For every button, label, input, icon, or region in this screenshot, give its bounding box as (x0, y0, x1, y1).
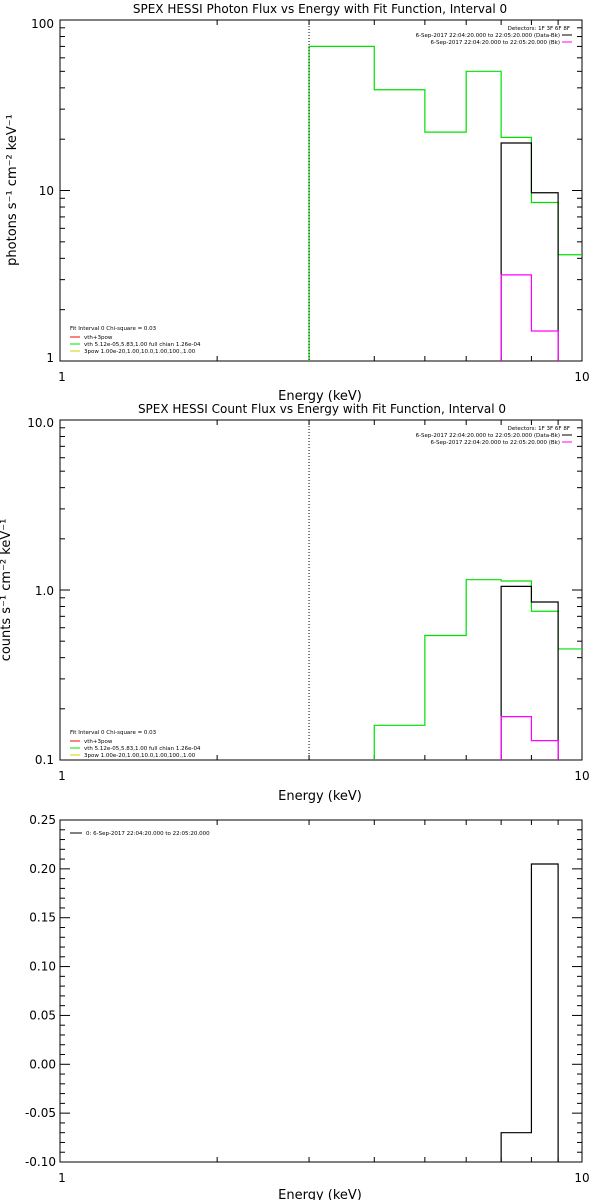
y-tick-label-1: 1.0 (35, 584, 54, 598)
x-tick-label-10: 10 (574, 769, 589, 783)
top-right-legend: Detectors: 1F 3F 6F 8F 6-Sep-2017 22:04:… (416, 426, 572, 446)
series-0-line (500, 863, 559, 1162)
series-0-line (308, 45, 582, 361)
plot-frame (59, 419, 583, 761)
plot-frame (59, 19, 583, 362)
series-group (373, 579, 582, 760)
y-tick-label-100: 100 (31, 17, 54, 31)
series-1-line (500, 142, 559, 361)
photon-flux-panel: SPEX HESSI Photon Flux vs Energy with Fi… (5, 2, 590, 404)
y-axis-label: counts s⁻¹ cm⁻² keV⁻¹ (0, 519, 14, 662)
panel-title: SPEX HESSI Count Flux vs Energy with Fit… (138, 402, 506, 416)
y-tick-labels: -0.10 -0.05 0.00 0.05 0.10 0.15 0.20 0.25 (25, 813, 56, 1169)
y-tick-label-0.1: 0.1 (35, 753, 54, 767)
y-tick-label-1: 1 (46, 351, 54, 365)
fit-total-label: vth+3pow (84, 739, 113, 745)
x-axis-label: Energy (keV) (278, 1188, 362, 1200)
y-tick-label: 0.25 (29, 813, 56, 827)
top-right-legend: Detectors: 1F 3F 6F 8F 6-Sep-2017 22:04:… (416, 26, 572, 46)
axis-ticks (59, 19, 583, 362)
y-tick-label: -0.10 (25, 1155, 56, 1169)
y-tick-label: 0.00 (29, 1057, 56, 1071)
y-tick-label: 0.05 (29, 1008, 56, 1022)
y-tick-label: 0.10 (29, 960, 56, 974)
panel-title: SPEX HESSI Photon Flux vs Energy with Fi… (133, 2, 507, 16)
fit-legend-header: Fit Interval 0 Chi-square = 0.03 (70, 730, 157, 736)
series-group (308, 45, 582, 361)
residual-panel: 1 10 -0.10-0.050.000.050.100.150.200.25 … (25, 813, 590, 1200)
x-tick-label-1: 1 (58, 370, 66, 384)
fit-legend: Fit Interval 0 Chi-square = 0.03 vth+3po… (70, 730, 201, 759)
fit-pow-label: 3pow 1.00e-20,1.00,10.0,1.00,100.,1.00 (84, 349, 196, 355)
fit-legend: Fit Interval 0 Chi-square = 0.03 vth+3po… (70, 326, 201, 355)
legend-bk: 6-Sep-2017 22:04:20.000 to 22:05:20.000 … (431, 440, 561, 446)
y-tick-label: 0.15 (29, 911, 56, 925)
legend-data-bk: 6-Sep-2017 22:04:20.000 to 22:05:20.000 … (416, 33, 560, 39)
fit-vth-label: vth 5.12e-05,5.83,1.00 full chian 1.26e-… (84, 746, 201, 752)
fit-total-label: vth+3pow (84, 335, 113, 341)
x-axis-label: Energy (keV) (278, 389, 362, 404)
series-2-line (500, 716, 559, 760)
y-tick-label-10: 10.0 (27, 416, 54, 430)
residual-legend-label: 0: 6-Sep-2017 22:04:20.000 to 22:05:20.0… (86, 831, 210, 837)
legend-detectors: Detectors: 1F 3F 6F 8F (508, 426, 570, 432)
series-1-line (500, 585, 559, 760)
y-tick-label: -0.05 (25, 1106, 56, 1120)
count-flux-panel: SPEX HESSI Count Flux vs Energy with Fit… (0, 402, 590, 804)
y-axis-label: photons s⁻¹ cm⁻² keV⁻¹ (5, 114, 20, 266)
y-tick-label: 0.20 (29, 862, 56, 876)
series-2-line (500, 274, 559, 361)
x-axis-label: Energy (keV) (278, 789, 362, 804)
series-group (500, 863, 559, 1162)
residual-legend: 0: 6-Sep-2017 22:04:20.000 to 22:05:20.0… (70, 831, 210, 837)
legend-bk: 6-Sep-2017 22:04:20.000 to 22:05:20.000 … (431, 40, 561, 46)
legend-detectors: Detectors: 1F 3F 6F 8F (508, 26, 570, 32)
series-0-line (373, 579, 582, 760)
x-tick-label-10: 10 (574, 370, 589, 384)
x-tick-label-10: 10 (574, 1171, 589, 1185)
x-tick-label-1: 1 (58, 769, 66, 783)
axis-ticks (59, 819, 583, 1163)
y-tick-label-10: 10 (39, 184, 54, 198)
plot-frame (59, 819, 583, 1163)
fit-legend-header: Fit Interval 0 Chi-square = 0.03 (70, 326, 157, 332)
fit-vth-label: vth 5.12e-05,5.83,1.00 full chian 1.26e-… (84, 342, 201, 348)
x-tick-label-1: 1 (58, 1171, 66, 1185)
axis-ticks (59, 419, 583, 761)
legend-data-bk: 6-Sep-2017 22:04:20.000 to 22:05:20.000 … (416, 433, 560, 439)
fit-pow-label: 3pow 1.00e-20,1.00,10.0,1.00,100.,1.00 (84, 753, 196, 759)
